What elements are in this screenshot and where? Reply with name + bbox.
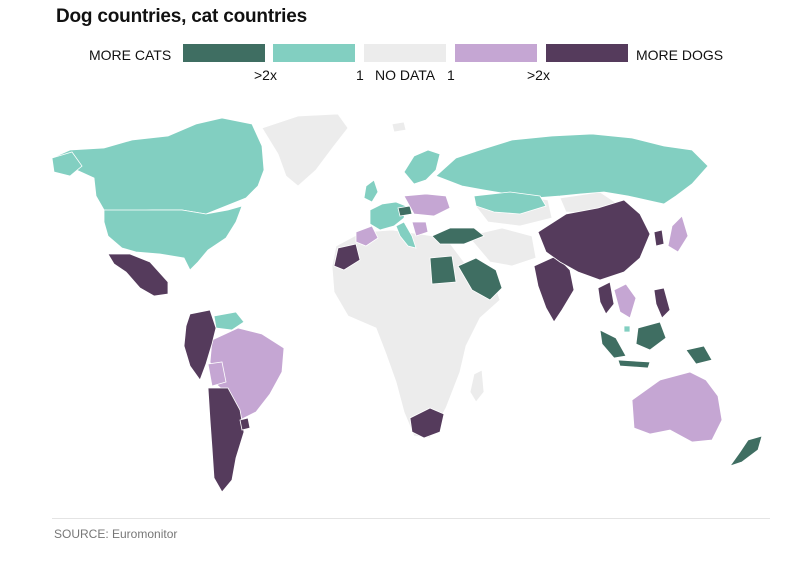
legend-swatch-much-more-dogs [546,44,628,62]
south-africa [409,407,445,439]
china [537,199,651,281]
western-europe [369,201,407,231]
page-title: Dog countries, cat countries [56,6,307,27]
usa [103,205,243,271]
japan [667,215,689,253]
svalbard [391,121,407,133]
australia [631,371,723,443]
indonesia-java [617,359,651,369]
papua [685,345,713,365]
turkey [431,227,485,245]
middle-east [467,227,537,267]
source-note: SOURCE: Euromonitor [54,527,178,541]
indonesia-borneo [635,321,667,351]
kazakhstan [473,191,547,215]
legend-tick-dogs-1: 1 [447,67,455,83]
morocco [333,243,361,271]
chile-argentina [207,387,245,493]
much-more-cats-regions [397,205,763,467]
legend-swatch-much-more-cats [183,44,265,62]
iberia [355,225,379,247]
legend-swatch-more-dogs [455,44,537,62]
philippines [653,287,671,319]
uruguay [239,417,251,431]
legend-tick-dogs-2x: >2x [527,67,550,83]
thailand-vietnam [613,283,637,319]
myanmar [597,281,615,315]
legend-swatch-more-cats [273,44,355,62]
much-more-dogs-regions [107,199,671,493]
egypt [429,255,457,285]
indonesia-sumatra [599,329,627,359]
greenland [261,113,349,187]
footer-divider [52,518,770,519]
madagascar [469,369,485,403]
colombia-ecuador-peru [183,309,217,381]
venezuela [213,311,245,331]
bolivia [207,361,227,387]
legend-tick-cats-1: 1 [356,67,364,83]
new-zealand [728,435,763,467]
south-korea [653,229,665,247]
canada [51,117,265,215]
balkans [411,221,429,237]
uk [363,179,379,203]
singapore [623,325,631,333]
legend-left-label: MORE CATS [89,47,172,63]
mexico [107,253,169,297]
russia [435,133,709,205]
more-cats-regions [51,117,709,333]
legend-right-label: MORE DOGS [636,47,724,63]
austria [397,205,413,217]
alaska [51,151,83,177]
legend-swatch-no-data [364,44,446,62]
saudi-arabia [457,257,503,301]
eastern-europe [403,193,451,217]
scandinavia [403,149,441,185]
more-dogs-regions [207,193,723,443]
legend-tick-cats-2x: >2x [254,67,277,83]
legend-tick-no-data: NO DATA [375,67,436,83]
italy [395,221,417,249]
world-map [51,113,763,493]
